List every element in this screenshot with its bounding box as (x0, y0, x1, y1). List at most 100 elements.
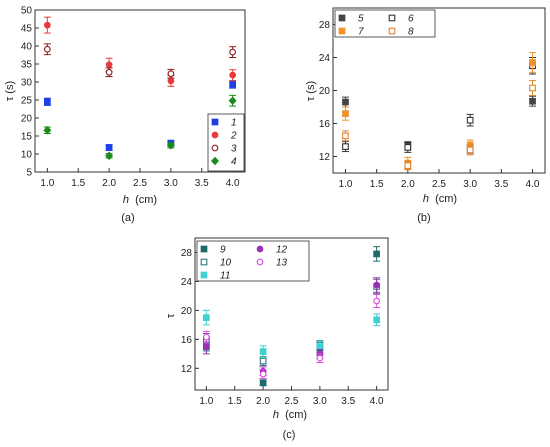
series-2-pt-3 (229, 71, 236, 79)
legend-marker-5 (338, 14, 346, 22)
ytick-label-c-4: 28 (181, 248, 193, 259)
ticks-a: 1.0 1.5 2.0 2.5 3.0 3.5 4.0 5 10 15 20 25 30 35 40 45 50 (21, 6, 240, 190)
series-9-pt-1 (259, 379, 267, 387)
xtick-label-c-2: 2.0 (256, 396, 270, 407)
ytick-label-a-1: 10 (21, 150, 33, 161)
series-12-pt-0 (203, 343, 210, 350)
xtick-label-b-1: 1.5 (370, 179, 384, 190)
caption-c: (c) (283, 429, 296, 441)
legend-marker-13 (256, 258, 264, 266)
legend-c: 9 12 10 13 11 (196, 240, 310, 282)
legend-label-13: 13 (276, 258, 288, 269)
panel-b: 1.0 1.5 2.0 2.5 3.0 3.5 4.0 12 16 20 24 28 5 6 7 8 τ (… (305, 7, 546, 224)
series-8-pt-1 (404, 162, 412, 169)
series-1-pt-3 (229, 81, 236, 88)
series-2-pt-2 (167, 77, 175, 85)
xlabel-b-var: h (423, 193, 429, 205)
xlabel-b-unit: (cm) (435, 193, 457, 205)
ylabel-b: τ (s) (305, 81, 317, 101)
legend-label-10: 10 (220, 258, 232, 269)
xtick-label-c-6: 4.0 (370, 396, 384, 407)
xtick-label-a-3: 2.5 (133, 178, 147, 189)
series-6-pt-2 (466, 116, 474, 124)
series-1-pt-0 (44, 98, 51, 106)
ytick-label-a-9: 50 (21, 6, 33, 17)
series-4-pt-3 (228, 96, 237, 106)
series-8-pt-2 (466, 146, 474, 154)
xtick-label-b-2: 2.0 (401, 179, 415, 190)
caption-b: (b) (417, 212, 430, 224)
ytick-label-c-1: 16 (181, 335, 193, 346)
legend-marker-12 (256, 245, 264, 253)
xtick-label-b-4: 3.0 (463, 179, 477, 190)
legend-marker-8 (388, 27, 396, 35)
ytick-label-c-2: 20 (181, 306, 193, 317)
series-11-pt-3 (373, 316, 380, 324)
xtick-label-c-3: 2.5 (285, 396, 299, 407)
ytick-label-c-0: 12 (181, 364, 193, 375)
xlabel-c-unit: (cm) (285, 409, 307, 421)
legend-marker-10 (200, 258, 208, 266)
xlabel-a-var: h (123, 194, 129, 206)
series-12-pt-3 (373, 281, 380, 289)
series-11-pt-0 (203, 314, 210, 321)
ylabel-c: τ (165, 313, 177, 318)
legend-label-5: 5 (358, 14, 364, 25)
legend-label-1: 1 (231, 118, 237, 129)
legend-marker-2 (211, 131, 219, 139)
legend-label-2: 2 (230, 131, 237, 142)
legend-a: 1 2 3 4 (207, 113, 245, 172)
legend-label-11: 11 (220, 271, 230, 282)
series-9-pt-3 (373, 250, 380, 258)
series-11-pt-1 (259, 348, 267, 355)
legend-b: 5 6 7 8 (334, 9, 436, 38)
xtick-label-a-2: 2.0 (102, 178, 116, 189)
series-1-pt-1 (105, 144, 113, 151)
xtick-label-c-4: 3.0 (313, 396, 327, 407)
ylabel-a: τ (s) (4, 81, 16, 101)
xlabel-a: h (cm) (123, 194, 157, 206)
series-11-pt-2 (316, 343, 324, 350)
legend-box-b (334, 9, 436, 38)
series-5-pt-0 (342, 98, 349, 106)
xtick-label-b-0: 1.0 (339, 179, 353, 190)
series-8-pt-3 (529, 84, 536, 92)
series-10-pt-1 (259, 357, 267, 365)
series-13-pt-2 (316, 354, 324, 362)
legend-marker-7 (338, 27, 346, 35)
legend-marker-1 (211, 118, 219, 126)
legend-label-3: 3 (231, 144, 237, 155)
ytick-label-b-4: 28 (319, 20, 331, 31)
xtick-label-a-6: 4.0 (226, 178, 240, 189)
legend-label-7: 7 (358, 27, 364, 38)
series-3-pt-2 (167, 70, 175, 78)
series-13-pt-3 (373, 297, 380, 305)
marks-b (341, 52, 537, 171)
legend-marker-3 (211, 144, 219, 152)
legend-marker-11 (200, 271, 208, 279)
xtick-label-a-5: 3.5 (195, 178, 209, 189)
xlabel-c-var: h (273, 409, 279, 421)
ytick-label-b-3: 24 (319, 53, 331, 64)
marks-a (43, 16, 237, 161)
ytick-label-a-6: 35 (21, 60, 33, 71)
ytick-label-b-0: 12 (319, 152, 331, 163)
series-4-pt-1 (105, 151, 114, 161)
xlabel-b: h (cm) (423, 193, 457, 205)
ytick-label-a-7: 40 (21, 42, 33, 53)
xtick-label-a-1: 1.5 (71, 178, 85, 189)
marks-c (202, 246, 381, 387)
series-6-pt-0 (342, 143, 349, 150)
xlabel-c: h (cm) (273, 409, 307, 421)
legend-marker-9 (200, 245, 208, 253)
panel-a: 1.0 1.5 2.0 2.5 3.0 3.5 4.0 5 10 15 20 25 30 35 40 45 50… (4, 6, 246, 224)
xlabel-a-unit: (cm) (135, 194, 157, 206)
series-7-pt-3 (529, 59, 536, 66)
series-2-pt-1 (105, 61, 113, 69)
legend-label-12: 12 (276, 245, 288, 256)
legend-label-8: 8 (408, 27, 414, 38)
legend-label-4: 4 (231, 157, 237, 168)
series-3-pt-0 (44, 45, 51, 53)
